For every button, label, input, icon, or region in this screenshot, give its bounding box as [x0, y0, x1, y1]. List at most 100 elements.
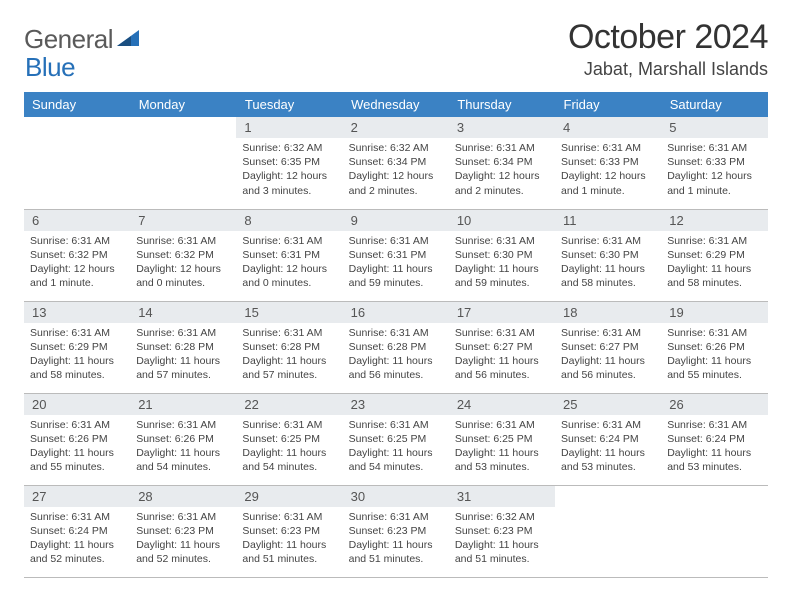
day-info: Sunrise: 6:31 AMSunset: 6:26 PMDaylight:… [661, 323, 767, 387]
calendar-cell: 24Sunrise: 6:31 AMSunset: 6:25 PMDayligh… [449, 393, 555, 485]
logo-text-blue: Blue [25, 52, 75, 82]
calendar-cell: 30Sunrise: 6:31 AMSunset: 6:23 PMDayligh… [343, 485, 449, 577]
day-header: Thursday [449, 92, 555, 117]
calendar-cell: 6Sunrise: 6:31 AMSunset: 6:32 PMDaylight… [24, 209, 130, 301]
day-info: Sunrise: 6:31 AMSunset: 6:26 PMDaylight:… [24, 415, 130, 479]
calendar-cell: 15Sunrise: 6:31 AMSunset: 6:28 PMDayligh… [236, 301, 342, 393]
day-number: 11 [555, 210, 661, 231]
day-number: 5 [661, 117, 767, 138]
day-header: Wednesday [343, 92, 449, 117]
logo-text-general: General [24, 24, 113, 55]
day-info: Sunrise: 6:32 AMSunset: 6:35 PMDaylight:… [236, 138, 342, 202]
calendar-cell: 5Sunrise: 6:31 AMSunset: 6:33 PMDaylight… [661, 117, 767, 209]
day-header: Saturday [661, 92, 767, 117]
day-number: 21 [130, 394, 236, 415]
day-number: 10 [449, 210, 555, 231]
day-info: Sunrise: 6:31 AMSunset: 6:25 PMDaylight:… [236, 415, 342, 479]
day-number: 30 [343, 486, 449, 507]
calendar-cell: 8Sunrise: 6:31 AMSunset: 6:31 PMDaylight… [236, 209, 342, 301]
day-info: Sunrise: 6:31 AMSunset: 6:32 PMDaylight:… [24, 231, 130, 295]
calendar-header-row: SundayMondayTuesdayWednesdayThursdayFrid… [24, 92, 768, 117]
day-number: 23 [343, 394, 449, 415]
calendar-cell: 2Sunrise: 6:32 AMSunset: 6:34 PMDaylight… [343, 117, 449, 209]
calendar-cell: 17Sunrise: 6:31 AMSunset: 6:27 PMDayligh… [449, 301, 555, 393]
day-header: Friday [555, 92, 661, 117]
day-info: Sunrise: 6:31 AMSunset: 6:24 PMDaylight:… [555, 415, 661, 479]
day-info: Sunrise: 6:31 AMSunset: 6:33 PMDaylight:… [555, 138, 661, 202]
day-info: Sunrise: 6:31 AMSunset: 6:27 PMDaylight:… [449, 323, 555, 387]
day-number: 18 [555, 302, 661, 323]
day-number: 26 [661, 394, 767, 415]
day-header: Tuesday [236, 92, 342, 117]
calendar-week-row: ..1Sunrise: 6:32 AMSunset: 6:35 PMDaylig… [24, 117, 768, 209]
day-number: 8 [236, 210, 342, 231]
day-number: 2 [343, 117, 449, 138]
day-info: Sunrise: 6:31 AMSunset: 6:23 PMDaylight:… [236, 507, 342, 571]
day-info: Sunrise: 6:31 AMSunset: 6:28 PMDaylight:… [343, 323, 449, 387]
calendar-cell: 7Sunrise: 6:31 AMSunset: 6:32 PMDaylight… [130, 209, 236, 301]
calendar-cell: 1Sunrise: 6:32 AMSunset: 6:35 PMDaylight… [236, 117, 342, 209]
logo-triangle-icon [117, 30, 139, 46]
calendar-cell: 27Sunrise: 6:31 AMSunset: 6:24 PMDayligh… [24, 485, 130, 577]
calendar-week-row: 13Sunrise: 6:31 AMSunset: 6:29 PMDayligh… [24, 301, 768, 393]
calendar-cell: 16Sunrise: 6:31 AMSunset: 6:28 PMDayligh… [343, 301, 449, 393]
calendar-cell: 20Sunrise: 6:31 AMSunset: 6:26 PMDayligh… [24, 393, 130, 485]
day-number: 19 [661, 302, 767, 323]
calendar-week-row: 6Sunrise: 6:31 AMSunset: 6:32 PMDaylight… [24, 209, 768, 301]
month-title: October 2024 [568, 18, 768, 57]
day-info: Sunrise: 6:31 AMSunset: 6:33 PMDaylight:… [661, 138, 767, 202]
day-info: Sunrise: 6:32 AMSunset: 6:34 PMDaylight:… [343, 138, 449, 202]
day-number: 22 [236, 394, 342, 415]
day-info: Sunrise: 6:31 AMSunset: 6:31 PMDaylight:… [343, 231, 449, 295]
day-number: 25 [555, 394, 661, 415]
day-info: Sunrise: 6:31 AMSunset: 6:27 PMDaylight:… [555, 323, 661, 387]
calendar-week-row: 27Sunrise: 6:31 AMSunset: 6:24 PMDayligh… [24, 485, 768, 577]
calendar-cell: 29Sunrise: 6:31 AMSunset: 6:23 PMDayligh… [236, 485, 342, 577]
day-info: Sunrise: 6:31 AMSunset: 6:34 PMDaylight:… [449, 138, 555, 202]
calendar-week-row: 20Sunrise: 6:31 AMSunset: 6:26 PMDayligh… [24, 393, 768, 485]
day-info: Sunrise: 6:31 AMSunset: 6:32 PMDaylight:… [130, 231, 236, 295]
day-info: Sunrise: 6:31 AMSunset: 6:28 PMDaylight:… [236, 323, 342, 387]
calendar-cell: . [24, 117, 130, 209]
day-header: Monday [130, 92, 236, 117]
calendar-cell: 10Sunrise: 6:31 AMSunset: 6:30 PMDayligh… [449, 209, 555, 301]
title-block: October 2024 Jabat, Marshall Islands [568, 18, 768, 80]
calendar-cell: 14Sunrise: 6:31 AMSunset: 6:28 PMDayligh… [130, 301, 236, 393]
day-info: Sunrise: 6:31 AMSunset: 6:31 PMDaylight:… [236, 231, 342, 295]
calendar-cell: 25Sunrise: 6:31 AMSunset: 6:24 PMDayligh… [555, 393, 661, 485]
day-info: Sunrise: 6:31 AMSunset: 6:30 PMDaylight:… [555, 231, 661, 295]
calendar-cell: 9Sunrise: 6:31 AMSunset: 6:31 PMDaylight… [343, 209, 449, 301]
day-number: 16 [343, 302, 449, 323]
day-info: Sunrise: 6:31 AMSunset: 6:23 PMDaylight:… [130, 507, 236, 571]
calendar-cell: 4Sunrise: 6:31 AMSunset: 6:33 PMDaylight… [555, 117, 661, 209]
day-number: 28 [130, 486, 236, 507]
day-info: Sunrise: 6:31 AMSunset: 6:25 PMDaylight:… [449, 415, 555, 479]
day-info: Sunrise: 6:31 AMSunset: 6:29 PMDaylight:… [24, 323, 130, 387]
day-info: Sunrise: 6:31 AMSunset: 6:29 PMDaylight:… [661, 231, 767, 295]
calendar-cell: 28Sunrise: 6:31 AMSunset: 6:23 PMDayligh… [130, 485, 236, 577]
day-info: Sunrise: 6:31 AMSunset: 6:25 PMDaylight:… [343, 415, 449, 479]
day-number: 6 [24, 210, 130, 231]
day-info: Sunrise: 6:32 AMSunset: 6:23 PMDaylight:… [449, 507, 555, 571]
calendar-cell: 21Sunrise: 6:31 AMSunset: 6:26 PMDayligh… [130, 393, 236, 485]
day-number: 20 [24, 394, 130, 415]
calendar-cell: 19Sunrise: 6:31 AMSunset: 6:26 PMDayligh… [661, 301, 767, 393]
day-info: Sunrise: 6:31 AMSunset: 6:28 PMDaylight:… [130, 323, 236, 387]
calendar-cell: . [555, 485, 661, 577]
day-number: 4 [555, 117, 661, 138]
calendar-cell: 31Sunrise: 6:32 AMSunset: 6:23 PMDayligh… [449, 485, 555, 577]
calendar-cell: 26Sunrise: 6:31 AMSunset: 6:24 PMDayligh… [661, 393, 767, 485]
day-number: 24 [449, 394, 555, 415]
day-info: Sunrise: 6:31 AMSunset: 6:24 PMDaylight:… [24, 507, 130, 571]
calendar-cell: 3Sunrise: 6:31 AMSunset: 6:34 PMDaylight… [449, 117, 555, 209]
day-number: 27 [24, 486, 130, 507]
logo: General [24, 24, 141, 55]
day-number: 12 [661, 210, 767, 231]
day-number: 17 [449, 302, 555, 323]
calendar-cell: 13Sunrise: 6:31 AMSunset: 6:29 PMDayligh… [24, 301, 130, 393]
day-header: Sunday [24, 92, 130, 117]
calendar-body: .. 1Sunrise: 6:32 AMSunset: 6:35 PMDaylig… [24, 117, 768, 577]
day-number: 7 [130, 210, 236, 231]
day-number: 13 [24, 302, 130, 323]
day-number: 31 [449, 486, 555, 507]
